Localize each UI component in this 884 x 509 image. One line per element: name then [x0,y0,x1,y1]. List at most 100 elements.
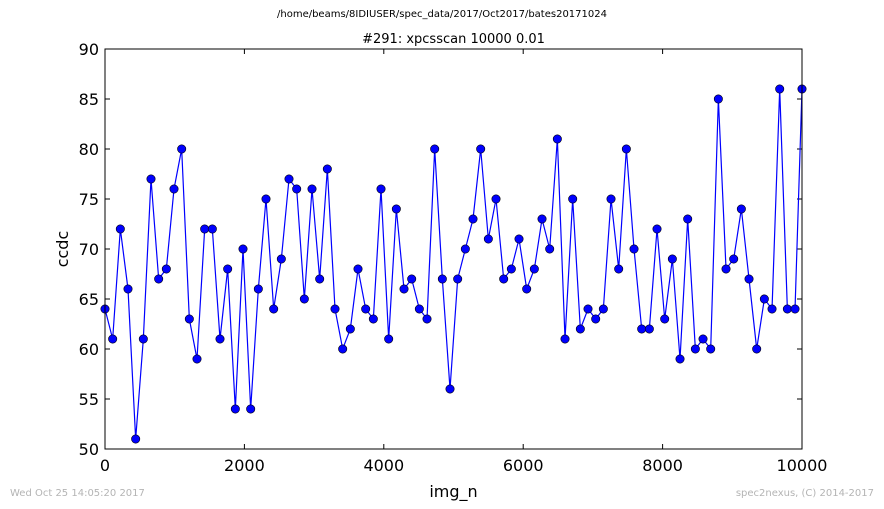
data-point [108,334,118,344]
data-point [729,254,739,264]
data-point [583,304,593,314]
data-point [253,284,263,294]
data-point [445,384,455,394]
data-point [146,174,156,184]
data-point [399,284,409,294]
data-point [361,304,371,314]
chart-title: #291: xpcsscan 10000 0.01 [362,32,545,47]
data-point [775,84,785,94]
data-point [506,264,516,274]
data-point [560,334,570,344]
data-point [614,264,624,274]
data-point [782,304,792,314]
footer-timestamp: Wed Oct 25 14:05:20 2017 [10,488,145,499]
data-point [407,274,417,284]
data-point [637,324,647,334]
data-point [606,194,616,204]
data-point [706,344,716,354]
data-point [391,204,401,214]
data-point [169,184,179,194]
data-point [115,224,125,234]
data-point [552,134,562,144]
data-point [246,404,256,414]
data-point [721,264,731,274]
data-point [430,144,440,154]
data-point [353,264,363,274]
data-point [759,294,769,304]
y-tick-label: 90 [79,40,99,59]
x-axis-label: img_n [429,482,477,502]
suptitle: /home/beams/8IDIUSER/spec_data/2017/Oct2… [277,9,607,20]
data-point [330,304,340,314]
data-point [629,244,639,254]
data-point [483,234,493,244]
y-tick-label: 80 [79,140,99,159]
data-point [345,324,355,334]
x-tick-label: 10000 [777,456,828,475]
data-point [131,434,141,444]
data-point [683,214,693,224]
data-point [491,194,501,204]
data-point [476,144,486,154]
y-tick-label: 60 [79,340,99,359]
data-point [223,264,233,274]
data-point [453,274,463,284]
data-point [376,184,386,194]
data-point [138,334,148,344]
y-axis-label: ccdc [53,231,72,268]
footer-credit: spec2nexus, (C) 2014-2017 [735,488,874,499]
y-tick-label: 65 [79,290,99,309]
data-point [184,314,194,324]
data-point [529,264,539,274]
data-point [460,244,470,254]
data-point [322,164,332,174]
data-point [207,224,217,234]
y-tick-label: 75 [79,190,99,209]
data-point [660,314,670,324]
data-point [667,254,677,264]
data-point [261,194,271,204]
data-point [123,284,133,294]
data-point [598,304,608,314]
data-point [545,244,555,254]
data-point [591,314,601,324]
data-point [713,94,723,104]
data-point [468,214,478,224]
data-point [384,334,394,344]
x-tick-label: 2000 [224,456,265,475]
data-point [422,314,432,324]
data-point [284,174,294,184]
data-point [568,194,578,204]
data-point [790,304,800,314]
data-point [414,304,424,314]
data-point [652,224,662,234]
data-point [200,224,210,234]
data-point [192,354,202,364]
x-tick-label: 4000 [363,456,404,475]
data-point [690,344,700,354]
data-point [154,274,164,284]
data-point [368,314,378,324]
data-point [238,244,248,254]
data-point [514,234,524,244]
data-point [522,284,532,294]
data-point [675,354,685,364]
plot-frame [104,48,803,450]
data-point [744,274,754,284]
data-point [499,274,509,284]
data-point [644,324,654,334]
data-point [161,264,171,274]
data-point [177,144,187,154]
plot-layer: #291: xpcsscan 10000 0.01 50 55 60 65 70 75 80 8… [53,32,827,502]
data-point [575,324,585,334]
series-line [104,88,803,440]
y-tick-label: 70 [79,240,99,259]
y-tick-label: 85 [79,90,99,109]
data-point [767,304,777,314]
data-point [299,294,309,304]
data-point [338,344,348,354]
data-point [736,204,746,214]
data-point [537,214,547,224]
x-tick-label: 8000 [642,456,683,475]
data-point [621,144,631,154]
